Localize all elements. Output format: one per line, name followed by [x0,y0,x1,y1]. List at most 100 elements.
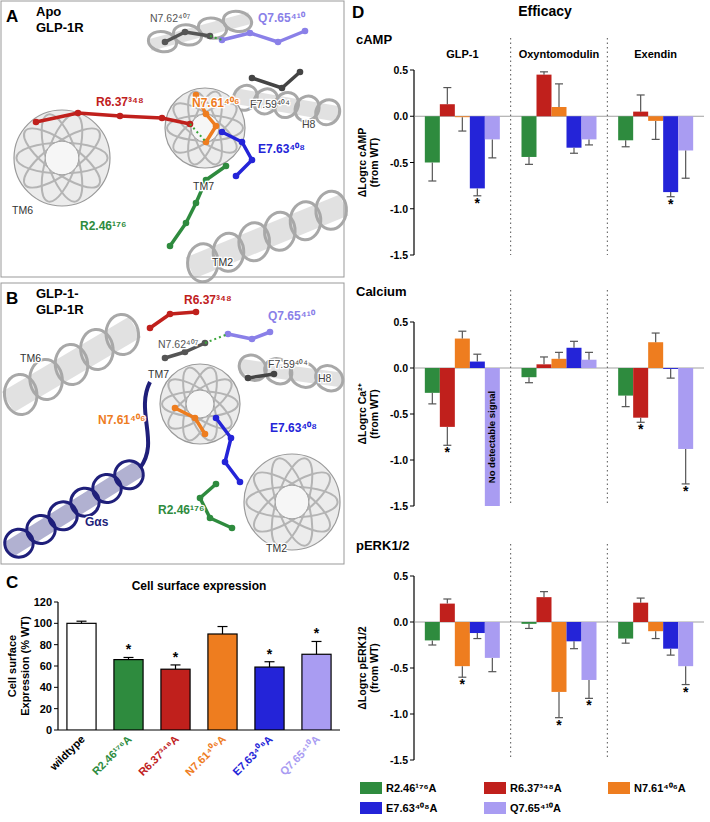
atom [237,479,244,486]
error-cap [488,157,496,158]
legend-label: R2.46¹⁷⁶A [386,782,437,794]
axis-title-line: Expression (% WT) [19,616,31,716]
error-bar [558,84,559,107]
atom [271,371,278,378]
side-chain [200,484,232,528]
significance: * [445,444,451,460]
y-tick-label: -0.5 [390,157,408,169]
residue-label: Q7.65⁴¹⁰ [258,11,306,25]
side-chain [170,166,226,246]
helix-ribbon [263,454,320,550]
error-bar [588,139,589,145]
significance: * [683,483,689,499]
bar [455,339,470,368]
bar [678,116,693,150]
error-cap [570,648,578,649]
group-separator [510,38,511,255]
bar [440,104,455,116]
chart-title: cAMP [356,32,392,47]
helix-body [4,461,145,557]
side-chain [36,113,190,124]
helix-ribbon [246,463,338,541]
helix [0,449,155,569]
error-bar [655,631,656,638]
error-bar [625,639,626,644]
bar [537,75,552,117]
helix-body [234,88,340,121]
bar [485,116,500,139]
atom [279,85,286,92]
residue-label: TM6 [20,352,41,364]
y-tick-label: 80 [40,639,52,651]
error-cap [585,144,593,145]
helix-turn [3,528,35,559]
bar [302,654,331,730]
y-tick [410,760,414,761]
error-bar [573,641,574,648]
y-tick-label: -1.0 [390,203,408,215]
error-bar [447,427,448,445]
error-bar [543,592,544,598]
error-cap [667,378,675,379]
significance: * [126,641,132,657]
helix-turn [91,473,123,504]
error-bar [447,88,448,105]
bar [470,116,485,188]
axis-title: ΔLogτc cAMP(from WT) [356,128,380,197]
error-bar [432,640,433,645]
significance: * [668,196,674,212]
error-bar [432,393,433,404]
y-tick-label: 40 [40,681,52,693]
bar [470,362,485,368]
bar [633,368,648,418]
error-bar [528,157,529,164]
y-tick [410,460,414,461]
atom [213,415,220,422]
significance: * [556,717,562,733]
error-cap [637,597,645,598]
y-tick-label: 0 [46,724,52,736]
bar [522,622,537,624]
residue-label: TM7 [148,368,169,380]
bar [537,364,552,368]
chart-title: Calcium [356,284,407,299]
residue-label: R2.46¹⁷⁶ [158,503,205,517]
y-tick-label: 20 [40,703,52,715]
y-tick [410,116,414,117]
error-bar [175,665,176,669]
significance: * [314,625,320,641]
helix [14,110,110,206]
error-cap [473,354,481,355]
atom [167,243,174,250]
error-cap [428,644,436,645]
h-bond [205,334,228,343]
atom [233,173,240,180]
group-label: GLP-1 [446,48,478,60]
error-cap [525,628,533,629]
error-bar [558,692,559,718]
y-tick [410,668,414,669]
bar [114,660,143,730]
group-label: Exendin [634,48,677,60]
helix-ribbon [167,95,244,160]
residue-label: F7.59⁴⁰⁴ [250,98,290,110]
figure: AApoGLP-1RN7.62⁴⁰⁷Q7.65⁴¹⁰R6.37³⁴⁸N7.61⁴… [0,0,710,822]
side-chain [175,408,205,434]
atom [202,431,209,438]
bar [633,112,648,117]
residue-label: N7.61⁴⁰⁶ [98,413,145,427]
axis-title: ΔLogτc pERK1/2(from WT) [356,626,380,710]
helix-turn [104,313,140,356]
bar [582,116,597,139]
error-bar [316,641,317,654]
bar [618,622,633,639]
error-bar [640,95,641,112]
helix-ribbon [33,110,90,206]
error-cap [77,621,87,622]
residue-label: N7.62⁴⁰⁷ [158,338,199,350]
error-bar [528,624,529,629]
error-cap [218,626,228,627]
legend-swatch [608,782,630,794]
residue-label: TM7 [193,180,214,192]
atom [172,405,179,412]
